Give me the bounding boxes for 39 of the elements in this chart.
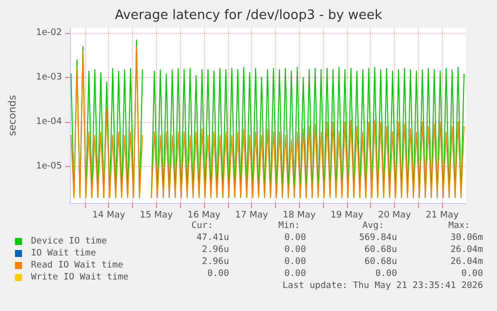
legend-label: Write IO Wait time (31, 272, 129, 282)
text: 0.00 (461, 269, 483, 279)
text: Cur: (191, 221, 213, 231)
y-axis-title: seconds (8, 95, 18, 136)
text: 0.00 (284, 233, 306, 243)
x-tick-label: 20 May (378, 210, 412, 220)
text: 26.04m (450, 245, 483, 255)
text: Max: (448, 221, 470, 231)
x-tick-label: 17 May (235, 210, 269, 220)
x-tick-label: 18 May (282, 210, 316, 220)
text: 0.00 (284, 245, 306, 255)
text: 2.96u (202, 257, 229, 267)
legend-label: Read IO Wait time (31, 260, 124, 270)
legend-label: Device IO time (31, 236, 107, 246)
text: 0.00 (284, 257, 306, 267)
text: 60.68u (364, 245, 397, 255)
text: 0.00 (207, 269, 229, 279)
text: 0.00 (375, 269, 397, 279)
text: Last update: Thu May 21 23:35:41 2026 (282, 281, 483, 291)
x-tick-label: 14 May (92, 210, 126, 220)
text: Min: (278, 221, 300, 231)
text: 2.96u (202, 245, 229, 255)
x-tick-label: 16 May (188, 210, 222, 220)
text: 569.84u (359, 233, 397, 243)
text: 60.68u (364, 257, 397, 267)
x-tick-label: 21 May (426, 210, 460, 220)
text: 26.04m (450, 257, 483, 267)
text: Avg: (362, 221, 384, 231)
text: 30.06m (450, 233, 483, 243)
y-tick-label: 1e-02 (36, 28, 62, 38)
chart-title: Average latency for /dev/loop3 - by week (114, 8, 383, 23)
y-tick-label: 1e-05 (36, 161, 62, 172)
x-tick-label: 15 May (140, 210, 174, 220)
text: 47.41u (196, 233, 229, 243)
y-tick-label: 1e-04 (36, 116, 62, 127)
legend-label: IO Wait time (31, 248, 96, 258)
text: 0.00 (284, 269, 306, 279)
x-tick-label: 19 May (330, 210, 364, 220)
y-tick-label: 1e-03 (36, 72, 62, 83)
